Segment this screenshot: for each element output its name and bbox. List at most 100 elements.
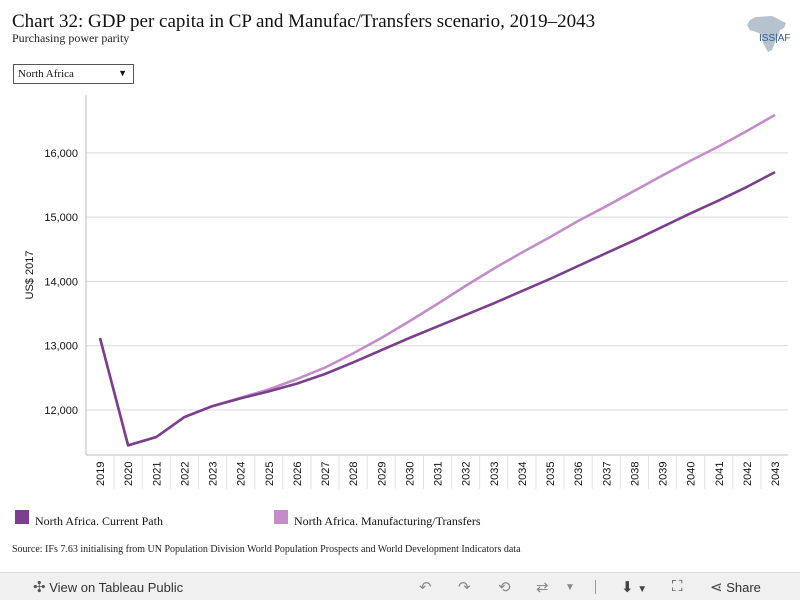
- data-point[interactable]: [96, 334, 104, 342]
- share-icon: ⋖: [710, 579, 723, 596]
- data-point[interactable]: [209, 402, 217, 410]
- data-point[interactable]: [602, 202, 610, 210]
- y-tick-label: 14,000: [44, 276, 78, 288]
- x-tick-label: 2038: [629, 462, 641, 486]
- data-point[interactable]: [546, 275, 554, 283]
- data-point[interactable]: [377, 346, 385, 354]
- data-point[interactable]: [715, 196, 723, 204]
- redo-button[interactable]: ↷: [458, 578, 471, 596]
- legend-swatch-current-path: [15, 510, 29, 524]
- data-point[interactable]: [743, 127, 751, 135]
- redo-icon: ↷: [458, 579, 471, 596]
- region-filter-value: North Africa: [18, 68, 74, 80]
- data-point[interactable]: [574, 217, 582, 225]
- legend-swatch-manufacturing-transfers: [274, 510, 288, 524]
- data-point[interactable]: [377, 334, 385, 342]
- data-point[interactable]: [434, 300, 442, 308]
- x-tick-label: 2040: [686, 462, 698, 486]
- data-point[interactable]: [602, 249, 610, 257]
- download-icon: ⬇: [621, 579, 634, 596]
- data-point[interactable]: [349, 358, 357, 366]
- data-point[interactable]: [293, 380, 301, 388]
- data-point[interactable]: [405, 317, 413, 325]
- share-label: Share: [726, 580, 761, 595]
- refresh-menu-button[interactable]: ▼: [565, 578, 575, 596]
- refresh-button[interactable]: ⇄: [536, 578, 549, 596]
- legend-label-current-path: North Africa. Current Path: [35, 514, 163, 528]
- x-tick-label: 2041: [714, 462, 726, 486]
- download-button[interactable]: ⬇ ▼: [621, 578, 647, 596]
- data-point[interactable]: [630, 236, 638, 244]
- x-tick-label: 2035: [545, 462, 557, 486]
- x-tick-label: 2033: [489, 462, 501, 486]
- toolbar-divider: [595, 580, 596, 594]
- axes: 12,000 13,000 14,000 15,000 16,000 2019 2020 20…: [44, 95, 788, 489]
- y-tick-label: 16,000: [44, 148, 78, 160]
- data-point[interactable]: [659, 171, 667, 179]
- africa-map-logo-icon: [747, 16, 786, 52]
- x-tick-label: 2043: [770, 462, 782, 486]
- x-tick-label: 2023: [208, 462, 220, 486]
- x-tick-label: 2039: [658, 462, 670, 486]
- y-axis-label: US$ 2017: [24, 251, 36, 300]
- data-point[interactable]: [771, 111, 779, 119]
- data-point[interactable]: [321, 370, 329, 378]
- source-note: Source: IFs 7.63 initialising from UN Po…: [12, 544, 521, 555]
- x-tick-label: 2021: [151, 462, 163, 486]
- legend-label-manufacturing-transfers: North Africa. Manufacturing/Transfers: [294, 514, 481, 528]
- data-point[interactable]: [518, 287, 526, 295]
- x-tick-label: 2026: [292, 462, 304, 486]
- data-point[interactable]: [715, 142, 723, 150]
- x-tick-label: 2027: [320, 462, 332, 486]
- revert-icon: ⟲: [498, 579, 511, 596]
- data-point[interactable]: [518, 249, 526, 257]
- data-point[interactable]: [237, 394, 245, 402]
- data-point[interactable]: [490, 299, 498, 307]
- revert-button[interactable]: ⟲: [498, 578, 511, 596]
- iss-logo-text: ISS|AF: [759, 33, 791, 44]
- chart-subtitle: Purchasing power parity: [12, 31, 130, 45]
- grid-lines: [86, 152, 788, 411]
- data-point[interactable]: [743, 183, 751, 191]
- data-point[interactable]: [687, 209, 695, 217]
- series-line-1[interactable]: [98, 113, 776, 447]
- data-point[interactable]: [462, 311, 470, 319]
- data-point[interactable]: [659, 223, 667, 231]
- data-point[interactable]: [546, 233, 554, 241]
- x-tick-label: 2020: [123, 462, 135, 486]
- tableau-logo-icon: ✣: [33, 579, 46, 596]
- view-on-tableau-button[interactable]: ✣ View on Tableau Public: [33, 578, 183, 596]
- data-point[interactable]: [771, 168, 779, 176]
- x-tick-label: 2030: [404, 462, 416, 486]
- x-tick-label: 2032: [461, 462, 473, 486]
- data-point[interactable]: [462, 282, 470, 290]
- data-point[interactable]: [349, 349, 357, 357]
- chevron-down-icon: ▼: [565, 582, 575, 593]
- data-point[interactable]: [687, 157, 695, 165]
- data-point[interactable]: [265, 387, 273, 395]
- data-point[interactable]: [490, 265, 498, 273]
- x-tick-label: 2019: [95, 462, 107, 486]
- series-line-0[interactable]: [98, 170, 776, 447]
- data-point[interactable]: [574, 262, 582, 270]
- data-point[interactable]: [405, 334, 413, 342]
- fullscreen-button[interactable]: ⛶: [672, 578, 683, 596]
- undo-icon: ↶: [419, 579, 432, 596]
- data-point[interactable]: [630, 187, 638, 195]
- data-point[interactable]: [124, 441, 132, 449]
- data-point[interactable]: [152, 433, 160, 441]
- data-point[interactable]: [434, 322, 442, 330]
- undo-button[interactable]: ↶: [419, 578, 432, 596]
- tableau-toolbar: ✣ View on Tableau Public ↶ ↷ ⟲ ⇄ ▼ ⬇ ▼ ⛶…: [0, 572, 800, 600]
- y-tick-label: 15,000: [44, 212, 78, 224]
- chart-title: Chart 32: GDP per capita in CP and Manuf…: [12, 11, 596, 32]
- chevron-down-icon: ▼: [118, 68, 127, 78]
- y-tick-label: 13,000: [44, 341, 78, 353]
- x-tick-label: 2042: [742, 462, 754, 486]
- region-filter-dropdown[interactable]: North Africa ▼: [13, 64, 134, 84]
- x-tick-label: 2031: [433, 462, 445, 486]
- x-tick-label: 2022: [179, 462, 191, 486]
- share-button[interactable]: ⋖ Share: [710, 578, 761, 596]
- data-point[interactable]: [180, 413, 188, 421]
- view-on-tableau-label: View on Tableau Public: [49, 580, 184, 595]
